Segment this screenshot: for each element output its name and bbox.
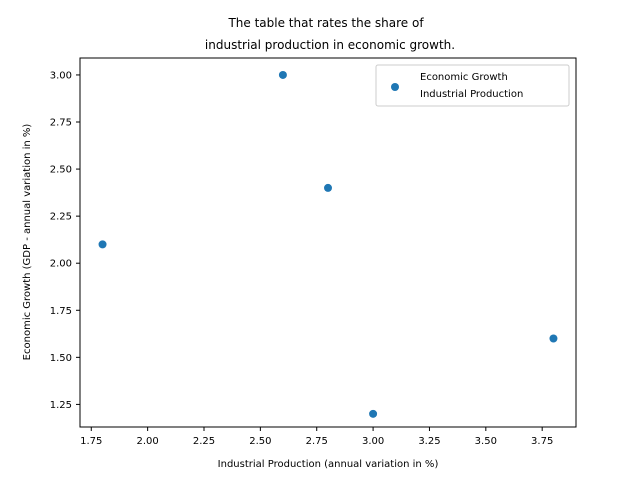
data-point xyxy=(369,409,378,418)
y-tick-label: 2.75 xyxy=(50,118,72,129)
legend-label-line-1: Economic Growth xyxy=(420,72,508,83)
x-tick-label: 3.75 xyxy=(531,436,553,447)
y-tick-label: 1.75 xyxy=(50,306,72,317)
y-tick-label: 1.25 xyxy=(50,400,72,411)
data-point xyxy=(278,70,287,79)
x-tick-label: 2.00 xyxy=(137,436,159,447)
x-tick-label: 1.75 xyxy=(80,436,102,447)
x-axis-label: Industrial Production (annual variation … xyxy=(218,459,439,470)
y-axis-label: Economic Growth (GDP - annual variation … xyxy=(22,124,33,361)
y-tick-label: 2.00 xyxy=(50,259,72,270)
x-tick-label: 3.50 xyxy=(475,436,497,447)
y-tick-label: 1.50 xyxy=(50,353,72,364)
chart-title-line-1: The table that rates the share of xyxy=(227,16,424,30)
data-point xyxy=(98,240,107,249)
data-points xyxy=(98,70,558,418)
y-tick-label: 2.25 xyxy=(50,212,72,223)
x-tick-label: 3.00 xyxy=(362,436,384,447)
chart-title-line-2: industrial production in economic growth… xyxy=(205,38,455,52)
x-tick-label: 2.50 xyxy=(249,436,271,447)
legend-frame xyxy=(375,64,570,107)
legend-label-line-2: Industrial Production xyxy=(420,89,523,100)
data-point xyxy=(549,334,558,343)
legend-marker xyxy=(391,83,399,91)
x-tick-label: 2.25 xyxy=(193,436,215,447)
plot-frame xyxy=(79,57,577,428)
y-tick-label: 2.50 xyxy=(50,165,72,176)
data-point xyxy=(324,183,332,192)
x-tick-label: 2.75 xyxy=(306,436,328,447)
x-axis-ticks: 1.75 2.00 2.25 2.50 2.75 3.00 3.25 3.50 3.75 xyxy=(80,427,553,447)
legend: Economic Growth Industrial Production xyxy=(375,64,570,107)
y-tick-label: 3.00 xyxy=(50,70,72,81)
x-tick-label: 3.25 xyxy=(418,436,440,447)
y-axis-ticks: 1.25 1.50 1.75 2.00 2.25 2.50 2.75 3.00 xyxy=(50,70,80,411)
